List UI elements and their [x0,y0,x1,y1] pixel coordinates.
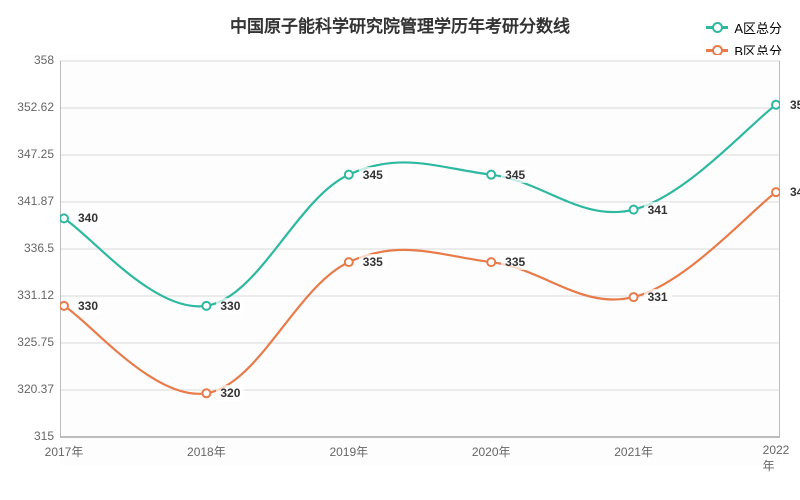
data-label: 335 [359,254,387,270]
y-tick-label: 347.25 [17,147,54,161]
data-label: 330 [74,298,102,314]
plot-area [60,55,780,465]
data-label: 345 [501,167,529,183]
x-tick-label: 2020年 [472,443,511,460]
series-marker [60,214,68,222]
series-marker [487,258,495,266]
series-marker [345,258,353,266]
plot-svg [60,55,780,465]
y-tick-label: 320.37 [17,382,54,396]
data-label: 343 [786,184,800,200]
data-label: 353 [786,97,800,113]
y-tick-label: 331.12 [17,288,54,302]
legend-swatch-a [706,26,728,29]
chart-title: 中国原子能科学研究院管理学历年考研分数线 [0,12,800,37]
series-marker [202,389,210,397]
x-tick-label: 2021年 [614,443,653,460]
chart-container: 中国原子能科学研究院管理学历年考研分数线 A区总分 B区总分 315320.37… [0,0,800,500]
data-label: 340 [74,210,102,226]
data-label: 345 [359,167,387,183]
series-marker [202,302,210,310]
legend-item-a: A区总分 [706,18,782,37]
x-tick-label: 2022年 [763,443,790,474]
y-tick-label: 336.5 [24,241,54,255]
y-tick-label: 315 [34,429,54,443]
y-tick-label: 341.87 [17,194,54,208]
series-marker [345,171,353,179]
series-marker [630,206,638,214]
series-marker [630,293,638,301]
data-label: 331 [644,289,672,305]
data-label: 341 [644,202,672,218]
y-tick-label: 358 [34,53,54,67]
data-label: 330 [216,298,244,314]
x-tick-label: 2019年 [329,443,368,460]
x-tick-label: 2018年 [187,443,226,460]
y-tick-label: 352.62 [17,100,54,114]
data-label: 335 [501,254,529,270]
legend-label-a: A区总分 [734,18,782,37]
series-marker [772,188,780,196]
data-label: 320 [216,385,244,401]
series-marker [772,101,780,109]
series-marker [60,302,68,310]
legend-swatch-b [706,49,728,52]
x-tick-label: 2017年 [45,443,84,460]
y-tick-label: 325.75 [17,335,54,349]
series-marker [487,171,495,179]
